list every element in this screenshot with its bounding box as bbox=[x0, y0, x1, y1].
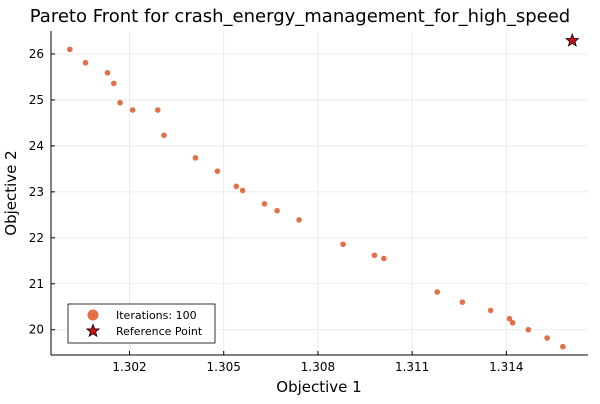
pareto-point bbox=[161, 132, 167, 139]
pareto-point bbox=[381, 255, 387, 262]
pareto-point bbox=[192, 155, 199, 161]
pareto-point bbox=[525, 326, 532, 333]
legend-circle-marker bbox=[87, 309, 99, 321]
pareto-point bbox=[239, 187, 246, 194]
pareto-point bbox=[117, 99, 123, 106]
x-axis-label: Objective 1 bbox=[276, 378, 361, 396]
pareto-point bbox=[560, 343, 566, 350]
legend-label: Iterations: 100 bbox=[116, 309, 197, 322]
x-tick-label: 1.311 bbox=[395, 360, 429, 374]
chart-title: Pareto Front for crash_energy_management… bbox=[30, 6, 570, 27]
y-tick-label: 25 bbox=[29, 93, 44, 107]
pareto-point bbox=[129, 107, 136, 113]
y-tick-label: 26 bbox=[29, 47, 44, 61]
pareto-point bbox=[261, 201, 268, 207]
x-tick-label: 1.305 bbox=[207, 360, 241, 374]
pareto-point bbox=[487, 307, 494, 314]
pareto-point bbox=[67, 46, 73, 53]
pareto-point bbox=[104, 70, 111, 76]
y-axis-label: Objective 2 bbox=[2, 150, 20, 235]
legend: Iterations: 100 Reference Point bbox=[67, 303, 216, 344]
y-tick-label: 20 bbox=[29, 323, 44, 337]
y-tick-label: 22 bbox=[29, 231, 44, 245]
pareto-point bbox=[154, 107, 161, 113]
x-tick-label: 1.302 bbox=[112, 360, 146, 374]
y-tick-label: 21 bbox=[29, 277, 44, 291]
grid-lines bbox=[51, 31, 588, 355]
pareto-point bbox=[371, 252, 378, 259]
pareto-point bbox=[214, 168, 221, 174]
pareto-point bbox=[459, 299, 466, 305]
y-tick-label: 24 bbox=[29, 139, 44, 153]
pareto-point bbox=[509, 320, 516, 326]
legend-label: Reference Point bbox=[116, 325, 203, 338]
x-tick-label: 1.314 bbox=[489, 360, 523, 374]
pareto-point bbox=[233, 183, 240, 190]
pareto-point bbox=[506, 315, 513, 322]
pareto-point bbox=[544, 335, 550, 341]
data-points bbox=[67, 33, 580, 350]
pareto-point bbox=[111, 80, 117, 87]
y-tick-label: 23 bbox=[29, 185, 44, 199]
x-tick-label: 1.308 bbox=[301, 360, 335, 374]
pareto-point bbox=[296, 217, 302, 223]
pareto-point bbox=[82, 59, 89, 66]
legend-star-marker bbox=[85, 323, 101, 338]
pareto-point bbox=[340, 241, 346, 248]
pareto-point bbox=[434, 289, 441, 295]
reference-point-marker bbox=[565, 33, 580, 47]
axes: 1.302 1.305 1.308 1.311 1.314 20 21 22 23 24 25 26 bbox=[29, 31, 588, 374]
pareto-point bbox=[274, 207, 280, 214]
